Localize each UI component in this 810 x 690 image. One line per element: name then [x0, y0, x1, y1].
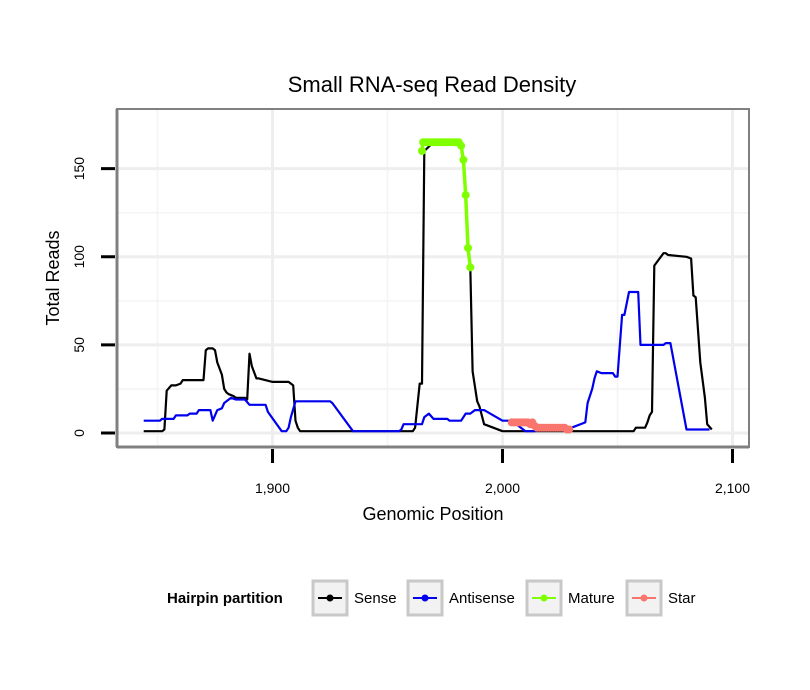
legend-key-point: [326, 594, 334, 602]
series-layer: [143, 138, 713, 434]
data-point-mature: [418, 147, 426, 155]
legend-label: Star: [668, 590, 696, 607]
x-tick-label: 2,100: [715, 480, 750, 496]
series-antisense: [143, 290, 710, 433]
y-tick-label: 150: [71, 157, 87, 181]
legend-label: Antisense: [449, 590, 515, 607]
series-mature: [418, 138, 475, 272]
x-axis-title: Genomic Position: [362, 504, 503, 524]
legend-label: Sense: [354, 590, 397, 607]
series-star: [507, 418, 574, 434]
legend-title: Hairpin partition: [167, 590, 283, 607]
x-tick-label: 2,000: [485, 480, 520, 496]
data-point-mature: [457, 141, 466, 150]
data-point-mature: [466, 263, 475, 272]
legend-key-point: [421, 594, 429, 602]
chart-title: Small RNA-seq Read Density: [288, 72, 577, 97]
data-point-mature: [459, 155, 468, 164]
axes: 1,900 2,000 2,100 0 50 100 150: [71, 157, 750, 496]
legend-key-point: [540, 594, 548, 602]
legend-label: Mature: [568, 590, 615, 607]
x-tick-label: 1,900: [255, 480, 290, 496]
y-tick-label: 50: [71, 337, 87, 353]
legend-item-sense: Sense: [311, 579, 397, 617]
y-tick-label: 0: [71, 429, 87, 437]
legend-key-point: [640, 594, 648, 602]
series-line-sense: [143, 141, 713, 433]
legend-item-antisense: Antisense: [406, 579, 515, 617]
series-sense: [143, 141, 713, 433]
series-line-antisense: [143, 290, 710, 433]
data-point-mature: [461, 191, 470, 200]
data-point-mature: [464, 243, 472, 252]
data-point-star: [565, 425, 574, 434]
legend-item-star: Star: [625, 579, 696, 617]
y-axis-title: Total Reads: [43, 230, 63, 325]
legend: Hairpin partition Sense Antisense Mature St…: [167, 579, 696, 617]
y-tick-label: 100: [71, 245, 87, 269]
legend-item-mature: Mature: [525, 579, 615, 617]
plot-background: [117, 109, 749, 447]
